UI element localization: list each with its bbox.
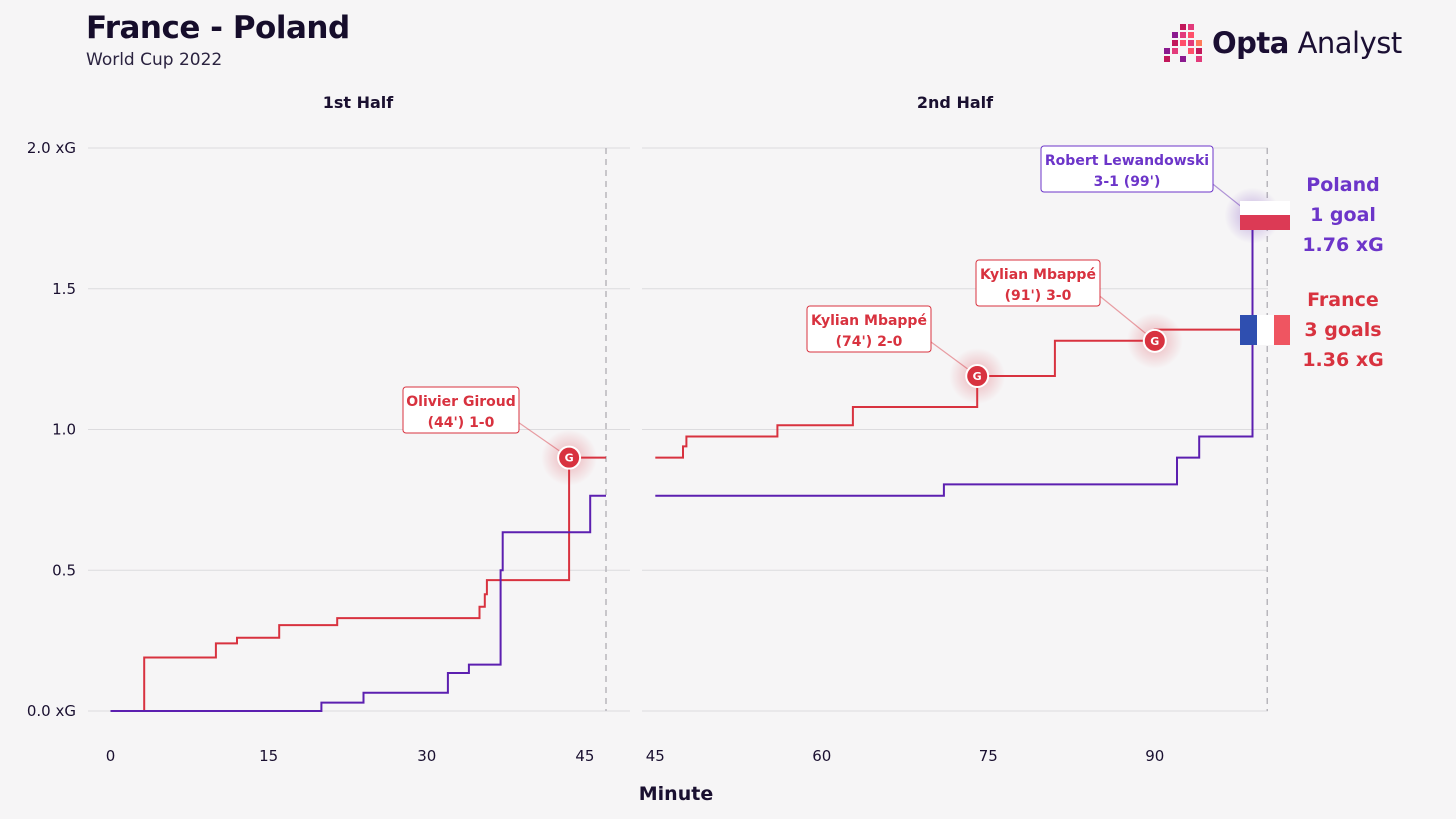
france-goals: 3 goals (1304, 319, 1382, 341)
goal-marker-letter: G (565, 452, 574, 465)
france-summary: France 3 goals 1.36 xG (1273, 285, 1413, 375)
x-tick-label: 30 (417, 747, 436, 765)
goal-label-score: (74') 2-0 (836, 334, 903, 350)
goal-marker-letter: G (973, 370, 982, 383)
x-tick-label: 60 (812, 747, 831, 765)
chart-subtitle: World Cup 2022 (86, 50, 223, 70)
logo-wordmark-light: Analyst (1297, 26, 1403, 60)
goal-label-box (402, 386, 520, 434)
x-tick-label: 75 (979, 747, 998, 765)
opta-analyst-logo: Opta Analyst (1162, 22, 1402, 68)
poland-summary: Poland 1 goal 1.76 xG (1273, 170, 1413, 260)
y-tick-label: 1.0 (52, 421, 76, 439)
poland-xg: 1.76 xG (1302, 234, 1384, 256)
opta-pixel-icon (1164, 24, 1202, 62)
poland-name: Poland (1306, 174, 1380, 196)
x-tick-label: 45 (575, 747, 594, 765)
panel-title: 1st Half (323, 93, 395, 112)
series-line-france (655, 328, 1261, 459)
logo-wordmark-bold: Opta (1212, 26, 1289, 60)
series-line-france (110, 456, 606, 712)
goal-marker-icon (557, 445, 582, 470)
goal-label-score: 3-1 (99') (1094, 174, 1161, 190)
y-tick-label: 1.5 (52, 280, 76, 298)
goal-label-box (975, 259, 1101, 307)
goal-label-scorer: Kylian Mbappé (811, 313, 927, 329)
france-flag-icon (1240, 315, 1290, 345)
y-tick-label: 0.5 (52, 561, 76, 579)
poland-goals: 1 goal (1310, 204, 1376, 226)
x-axis-title: Minute (639, 783, 713, 805)
x-tick-label: 15 (259, 747, 278, 765)
y-tick-label: 0.0 xG (27, 702, 76, 720)
logo-wordmark: Opta Analyst (1212, 26, 1402, 60)
series-layer (110, 214, 1261, 712)
france-xg: 1.36 xG (1302, 349, 1384, 371)
x-tick-label: 90 (1145, 747, 1164, 765)
goal-label-score: (44') 1-0 (428, 415, 495, 431)
goal-label-scorer: Kylian Mbappé (980, 267, 1096, 283)
grid-layer (88, 147, 1268, 712)
goal-marker-icon (965, 364, 990, 389)
goal-layer: G Olivier Giroud (44') 1-0 G Kylian Mbappé (7… (402, 145, 1281, 486)
goal-label-scorer: Olivier Giroud (406, 394, 516, 410)
series-line-poland (110, 494, 606, 712)
x-tick-label: 45 (646, 747, 665, 765)
panel-title: 2nd Half (917, 93, 994, 112)
goal-label-score: (91') 3-0 (1005, 288, 1072, 304)
goal-label-box (806, 305, 932, 353)
chart-title: France - Poland (86, 10, 350, 46)
axis-layer: 0.0 xG 0.5 1.0 1.5 2.0 xG Minute 1st Half 0 15 30… (27, 93, 1164, 805)
goal-label-scorer: Robert Lewandowski (1045, 153, 1209, 169)
flag-layer (1240, 201, 1290, 345)
y-tick-label: 2.0 xG (27, 139, 76, 157)
goal-marker-letter: G (1150, 335, 1159, 348)
france-name: France (1307, 289, 1379, 311)
goal-marker-icon (1142, 328, 1167, 353)
poland-flag-icon (1240, 201, 1290, 230)
goal-label-box (1040, 145, 1214, 193)
x-tick-label: 0 (106, 747, 116, 765)
